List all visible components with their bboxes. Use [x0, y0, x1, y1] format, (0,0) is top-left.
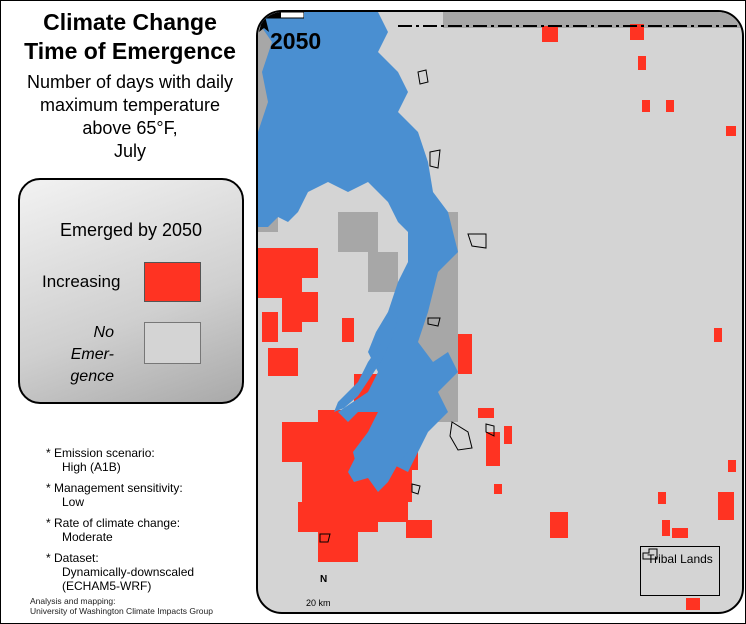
emerged-cell [494, 484, 502, 494]
tribal-land-outline [427, 317, 441, 327]
emerged-cell [504, 426, 512, 444]
note-rate-value: Moderate [62, 530, 113, 544]
map-title: Climate Change Time of Emergence [4, 8, 256, 66]
legend-title: Emerged by 2050 [59, 220, 203, 240]
no-data-patch-5 [368, 252, 398, 292]
tribal-land-outline [467, 233, 487, 249]
scenario-notes: * Emission scenario: High (A1B) * Manage… [46, 446, 194, 600]
tribal-lands-legend: Tribal Lands [640, 546, 720, 596]
tribal-land-outline [485, 423, 495, 437]
note-management-label: * Management sensitivity: [46, 481, 183, 495]
subtitle-line-3: above 65°F, [82, 118, 178, 138]
emerged-cell [282, 272, 302, 332]
emerged-cell [542, 26, 558, 42]
emerged-cell [298, 502, 378, 532]
note-dataset: * Dataset: Dynamically-downscaled (ECHAM… [46, 551, 194, 593]
emerged-cell [666, 100, 674, 112]
no-data-top [443, 12, 742, 28]
emerged-cell [262, 312, 278, 342]
subtitle-line-1: Number of days with daily [26, 72, 234, 92]
emerged-cell [458, 334, 472, 374]
north-arrow-icon [259, 12, 269, 32]
emerged-cell [642, 100, 650, 112]
emerged-cell [662, 520, 670, 536]
scale-bar [258, 12, 304, 19]
note-rate-label: * Rate of climate change: [46, 516, 181, 530]
hood-canal-water [334, 312, 398, 412]
emerged-cell [282, 422, 322, 462]
tribal-land-outline [449, 421, 473, 451]
note-emission-label: * Emission scenario: [46, 446, 155, 460]
tribal-land-outline [429, 149, 441, 169]
emerged-cell [686, 598, 700, 610]
tribal-lands-swatch [642, 548, 658, 560]
north-label: N [320, 574, 328, 585]
legend-label-increasing: Increasing [42, 272, 121, 291]
map-year: 2050 [270, 28, 322, 54]
emerged-cell [486, 432, 500, 466]
note-management-value: Low [62, 495, 85, 509]
legend-label-no-emergence-line-1: No Emer- [70, 324, 114, 363]
map-panel: 2050 N 20 km Tribal Lands [256, 10, 744, 614]
emerged-cell [638, 56, 646, 70]
tribal-land-outline [417, 69, 429, 85]
emerged-cell [258, 278, 282, 298]
title-line-1: Climate Change [43, 9, 217, 35]
emerged-cell [658, 492, 666, 504]
emerged-cell [478, 408, 494, 418]
legend-box: Emerged by 2050 Increasing No Emer- genc… [18, 178, 244, 404]
note-dataset-value-2: (ECHAM5-WRF) [62, 579, 152, 593]
tribal-lands [319, 69, 495, 543]
credit-line-1: Analysis and mapping: [30, 596, 116, 606]
scale-label: 20 km [306, 598, 331, 608]
credit-line-2: University of Washington Climate Impacts… [30, 606, 213, 616]
tribal-land-outline [411, 483, 421, 495]
title-line-2: Time of Emergence [24, 38, 236, 64]
subtitle-line-2: maximum temperature [39, 95, 221, 115]
emerged-cell [630, 24, 644, 40]
no-data-patch-3 [338, 212, 378, 252]
legend-label-no-emergence-line-2: gence [70, 368, 114, 385]
note-emission-value: High (A1B) [62, 460, 121, 474]
note-dataset-label: * Dataset: [46, 551, 99, 565]
emerged-cell [318, 532, 358, 562]
credit: Analysis and mapping: University of Wash… [30, 596, 213, 616]
note-rate: * Rate of climate change: Moderate [46, 516, 194, 544]
note-management: * Management sensitivity: Low [46, 481, 194, 509]
emerged-cell [550, 512, 568, 538]
puget-sound-water [258, 12, 458, 482]
legend-swatch-increasing [144, 262, 201, 302]
legend-label-no-emergence: No Emer- gence [50, 322, 114, 388]
note-dataset-value-1: Dynamically-downscaled [62, 565, 195, 579]
emerged-cell [342, 318, 354, 342]
emerged-cell [672, 528, 688, 538]
emerged-cell [378, 502, 408, 522]
tribal-land-outline [319, 533, 331, 543]
emerged-cell [268, 348, 298, 376]
subtitle-line-4: July [113, 141, 146, 161]
emerged-cell [726, 126, 736, 136]
south-sound-water [348, 432, 408, 492]
map-canvas [258, 12, 742, 610]
emerged-cell [302, 292, 318, 322]
water-bodies [258, 12, 458, 492]
emerged-cell [714, 328, 722, 342]
map-subtitle: Number of days with daily maximum temper… [4, 71, 256, 163]
emerged-cell [728, 460, 736, 472]
legend-swatch-no-emergence [144, 322, 201, 364]
tribal-lands-label: Tribal Lands [647, 552, 713, 566]
emerged-cell [406, 520, 432, 538]
note-emission: * Emission scenario: High (A1B) [46, 446, 194, 474]
emerged-cell [718, 492, 734, 520]
